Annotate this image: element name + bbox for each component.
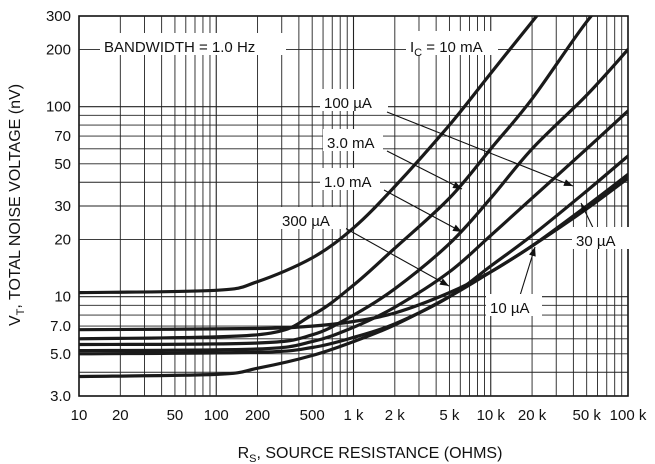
arrow-1ma-head	[452, 224, 462, 232]
arrow-300ua	[344, 227, 450, 287]
label-3ma-bg	[323, 129, 383, 151]
x-tick-label: 100	[204, 407, 229, 424]
label-100ua-bg	[320, 89, 388, 111]
y-tick-label: 50	[54, 156, 71, 173]
x-tick-label: 20 k	[518, 407, 547, 424]
curve-3-0-ma	[79, 16, 594, 341]
label-10ua-bg	[486, 294, 542, 316]
label-300ua-bg	[278, 207, 346, 229]
y-tick-label: 7.0	[50, 318, 71, 335]
x-tick-label: 10 k	[477, 407, 506, 424]
y-tick-label: 3.0	[50, 388, 71, 405]
y-tick-label: 70	[54, 128, 71, 145]
label-300ua: 300 µA	[282, 213, 330, 230]
x-tick-label: 10	[71, 407, 88, 424]
axis-ticks: 10 20 50 100 200 500 1 k 2 k 5 k 10 k 20 k 50 k 100 …	[46, 8, 647, 424]
bandwidth-annotation: BANDWIDTH = 1.0 Hz	[104, 39, 255, 56]
x-tick-label: 20	[112, 407, 129, 424]
x-tick-label: 2 k	[385, 407, 406, 424]
label-ic-10ma: IC = 10 mA	[410, 39, 483, 59]
y-tick-label: 5.0	[50, 346, 71, 363]
x-tick-label: 500	[300, 407, 325, 424]
y-tick-label: 20	[54, 231, 71, 248]
label-30ua-bg	[572, 227, 630, 249]
label-30ua: 30 µA	[576, 233, 616, 250]
arrow-300ua-head	[439, 278, 449, 286]
arrow-100ua	[386, 111, 574, 187]
y-tick-label: 100	[46, 99, 71, 116]
y-tick-label: 10	[54, 289, 71, 306]
curve-10-ma	[79, 16, 539, 295]
bandwidth-annotation-bg	[100, 33, 286, 55]
y-axis-label: VT, TOTAL NOISE VOLTAGE (nV)	[7, 84, 27, 326]
label-arrows	[344, 111, 598, 303]
label-100ua: 100 µA	[324, 95, 372, 112]
arrow-3ma	[386, 150, 463, 190]
x-tick-label: 50	[167, 407, 184, 424]
noise-curves	[79, 16, 628, 379]
arrow-100ua-head	[563, 179, 573, 186]
y-tick-label: 30	[54, 198, 71, 215]
x-tick-label: 100 k	[610, 407, 647, 424]
arrow-10ua-head	[528, 247, 536, 257]
ic-label-bg	[406, 31, 498, 55]
y-tick-label: 300	[46, 8, 71, 25]
x-tick-label: 200	[245, 407, 270, 424]
label-1ma: 1.0 mA	[324, 174, 372, 191]
x-axis-label: RS, SOURCE RESISTANCE (OHMS)	[238, 445, 503, 464]
label-10ua: 10 µA	[490, 300, 530, 317]
x-tick-label: 5 k	[439, 407, 460, 424]
arrow-1ma	[383, 189, 463, 233]
x-tick-label: 1 k	[343, 407, 364, 424]
curve-1-0-ma	[79, 47, 628, 347]
curve-labels: BANDWIDTH = 1.0 Hz IC = 10 mA 100 µA 3.0 mA…	[100, 31, 630, 317]
label-1ma-bg	[320, 168, 380, 190]
arrow-3ma-head	[452, 181, 462, 189]
curve-10-a	[79, 172, 628, 379]
label-3ma: 3.0 mA	[327, 135, 375, 152]
y-tick-label: 200	[46, 41, 71, 58]
arrow-10ua	[517, 246, 536, 303]
x-tick-label: 50 k	[573, 407, 602, 424]
arrow-30ua-head	[581, 203, 589, 213]
